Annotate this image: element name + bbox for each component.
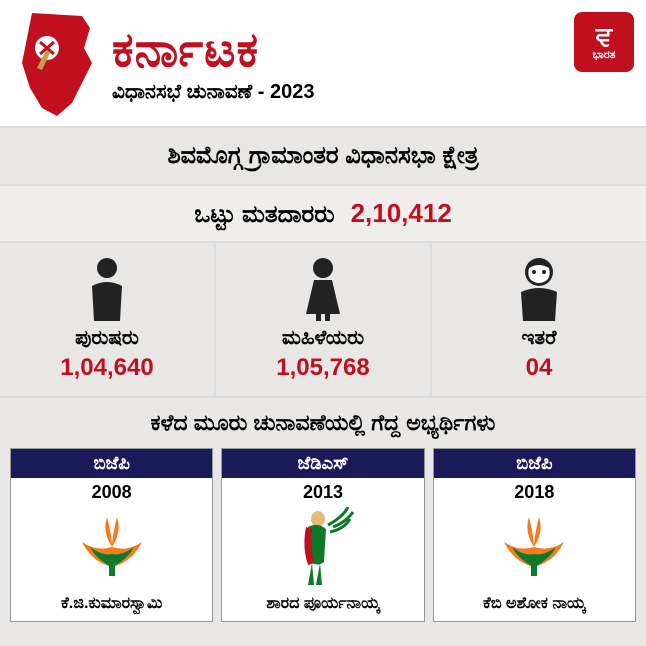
winner-year: 2018 xyxy=(510,478,558,507)
bjp-lotus-icon xyxy=(494,507,574,587)
stat-label: ಪುರುಷರು xyxy=(4,327,210,350)
female-icon xyxy=(220,251,426,321)
total-label: ಒಟ್ಟು ಮತದಾರರು xyxy=(194,201,334,229)
karnataka-map-icon xyxy=(12,8,102,118)
candidate-name: ಕೆಬಿ ಅಶೋಕ ನಾಯ್ಕ xyxy=(481,587,588,621)
other-icon xyxy=(436,251,642,321)
stat-value: 1,04,640 xyxy=(4,354,210,382)
total-value: 2,10,412 xyxy=(351,198,452,229)
stat-other: ಇತರೆ 04 xyxy=(432,243,646,396)
etv-bharat-logo: ਵ ಭಾರತ xyxy=(574,12,634,72)
past-winners: ಬಿಜೆಪಿ 2008 ಕೆ.ಜಿ.ಕುಮಾರಸ್ವಾಮಿ ಜೆಡಿಎಸ್ 20… xyxy=(0,448,646,632)
party-name: ಬಿಜೆಪಿ xyxy=(434,449,635,478)
voter-stats: ಪುರುಷರು 1,04,640 ಮಹಿಳೆಯರು 1,05,768 ಇತರೆ … xyxy=(0,243,646,398)
past-winners-title: ಕಳೆದ ಮೂರು ಚುನಾವಣೆಯಲ್ಲಿ ಗೆದ್ದ ಅಭ್ಯರ್ಥಿಗಳು xyxy=(0,398,646,448)
winner-card: ಬಿಜೆಪಿ 2018 ಕೆಬಿ ಅಶೋಕ ನಾಯ್ಕ xyxy=(433,448,636,622)
subtitle: ವಿಧಾನಸಭೆ ಚುನಾವಣೆ - 2023 xyxy=(112,81,634,104)
stat-label: ಮಹಿಳೆಯರು xyxy=(220,327,426,350)
candidate-name: ಕೆ.ಜಿ.ಕುಮಾರಸ್ವಾಮಿ xyxy=(59,587,164,621)
winner-year: 2008 xyxy=(88,478,136,507)
logo-glyph: ਵ xyxy=(596,23,612,49)
title-block: ಕರ್ನಾಟಕ ವಿಧಾನಸಭೆ ಚುನಾವಣೆ - 2023 xyxy=(112,23,634,104)
constituency-name: ಶಿವಮೊಗ್ಗ ಗ್ರಾಮಾಂತರ ವಿಧಾನಸಭಾ ಕ್ಷೇತ್ರ xyxy=(0,128,646,186)
stat-male: ಪುರುಷರು 1,04,640 xyxy=(0,243,216,396)
main-title: ಕರ್ನಾಟಕ xyxy=(112,23,634,79)
stat-value: 04 xyxy=(436,354,642,382)
winner-year: 2013 xyxy=(299,478,347,507)
party-name: ಜೆಡಿಎಸ್ xyxy=(222,449,423,478)
candidate-name: ಶಾರದ ಪೂರ್ಯನಾಯ್ಕ xyxy=(264,587,382,621)
bjp-lotus-icon xyxy=(72,507,152,587)
total-voters-row: ಒಟ್ಟು ಮತದಾರರು 2,10,412 xyxy=(0,186,646,243)
winner-card: ಬಿಜೆಪಿ 2008 ಕೆ.ಜಿ.ಕುಮಾರಸ್ವಾಮಿ xyxy=(10,448,213,622)
logo-text: ಭಾರತ xyxy=(592,49,615,62)
male-icon xyxy=(4,251,210,321)
header: ಕರ್ನಾಟಕ ವಿಧಾನಸಭೆ ಚುನಾವಣೆ - 2023 ਵ ಭಾರತ xyxy=(0,0,646,128)
stat-female: ಮಹಿಳೆಯರು 1,05,768 xyxy=(216,243,432,396)
winner-card: ಜೆಡಿಎಸ್ 2013 ಶಾರದ ಪೂರ್ಯನಾಯ್ಕ xyxy=(221,448,424,622)
stat-label: ಇತರೆ xyxy=(436,327,642,350)
jds-woman-icon xyxy=(288,507,358,587)
party-name: ಬಿಜೆಪಿ xyxy=(11,449,212,478)
stat-value: 1,05,768 xyxy=(220,354,426,382)
